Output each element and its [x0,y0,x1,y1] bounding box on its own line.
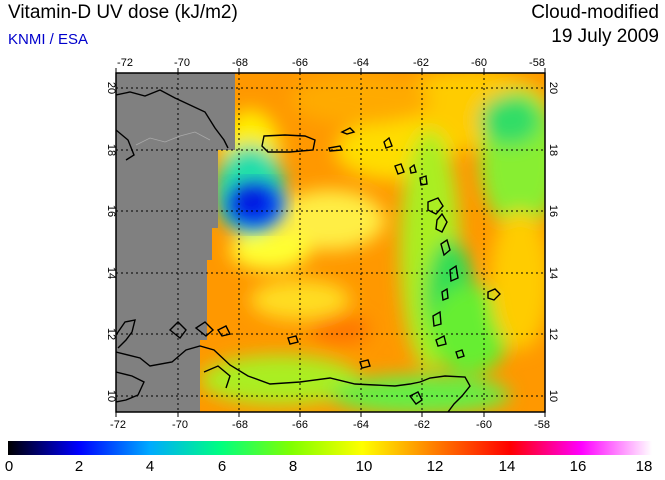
lon-label: -64 [353,57,369,69]
lat-labels-left: 10 12 14 16 18 20 [105,82,117,402]
tick-marks [115,68,546,417]
lon-label: -72 [110,419,126,431]
lon-label: -62 [414,419,430,431]
colorbar-label: 2 [74,458,84,475]
lat-label: 12 [547,328,559,340]
plot-frame [115,72,546,413]
lat-label: 20 [105,82,117,94]
lat-label: 12 [105,328,117,340]
colorbar-label: 16 [569,458,587,475]
lon-labels-bottom: -72 -70 -68 -66 -64 -62 -60 -58 [110,419,550,431]
colorbar-label: 18 [635,458,653,475]
low-dose-patch [227,183,283,227]
lon-label: -62 [413,57,429,69]
lon-label: -70 [172,419,188,431]
lon-label: -72 [117,57,133,69]
lat-label: 16 [105,205,117,217]
data-credit: KNMI / ESA [8,31,89,48]
lon-label: -68 [232,57,248,69]
product-label: Cloud-modified [531,2,659,23]
uv-field-patches [200,73,545,412]
colorbar-label: 14 [498,458,516,475]
colorbar-label: 6 [217,458,227,475]
lat-label: 20 [547,82,559,94]
lat-label: 18 [105,144,117,156]
lat-label: 18 [547,144,559,156]
map-title: Vitamin-D UV dose (kJ/m2) [8,2,238,23]
colorbar-label: 12 [426,458,444,475]
lat-labels-right: 10 12 14 16 18 20 [547,82,559,402]
no-data-region [116,73,235,412]
colorbar-label: 0 [4,458,14,475]
coastlines [116,89,501,412]
lon-label: -66 [292,419,308,431]
lon-label: -66 [292,57,308,69]
colorbar-label: 10 [355,458,373,475]
colorbar-label: 4 [145,458,155,475]
puerto-rico [261,134,316,153]
lon-label: -68 [232,419,248,431]
lon-label: -58 [529,57,545,69]
lat-label: 14 [105,267,117,279]
lon-label: -64 [353,419,369,431]
gridlines [116,73,545,412]
lat-label: 16 [547,205,559,217]
lon-label: -58 [534,419,550,431]
lat-label: 10 [105,390,117,402]
lat-label: 10 [547,390,559,402]
colorbar [8,441,652,455]
south-america-coast [116,345,471,412]
colorbar-label: 8 [288,458,298,475]
lon-labels-top: -72 -70 -68 -66 -64 -62 -60 -58 [117,57,545,69]
date-label: 19 July 2009 [551,26,659,47]
lat-label: 14 [547,267,559,279]
lon-label: -70 [174,57,190,69]
lon-label: -60 [471,57,487,69]
lon-label: -60 [476,419,492,431]
